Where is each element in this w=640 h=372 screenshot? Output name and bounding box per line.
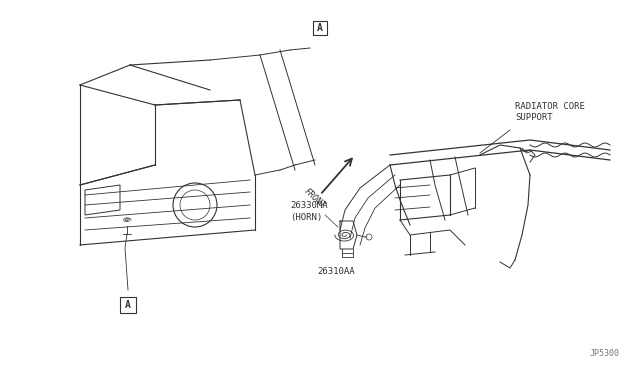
Text: JP5300: JP5300 xyxy=(590,349,620,358)
Text: A: A xyxy=(125,300,131,310)
Text: 26310AA: 26310AA xyxy=(317,267,355,276)
Text: FRONT: FRONT xyxy=(303,187,327,211)
Text: A: A xyxy=(317,23,323,33)
Text: 26330MA
(HORN): 26330MA (HORN) xyxy=(290,201,328,222)
Text: RADIATOR CORE
SUPPORT: RADIATOR CORE SUPPORT xyxy=(515,102,585,122)
